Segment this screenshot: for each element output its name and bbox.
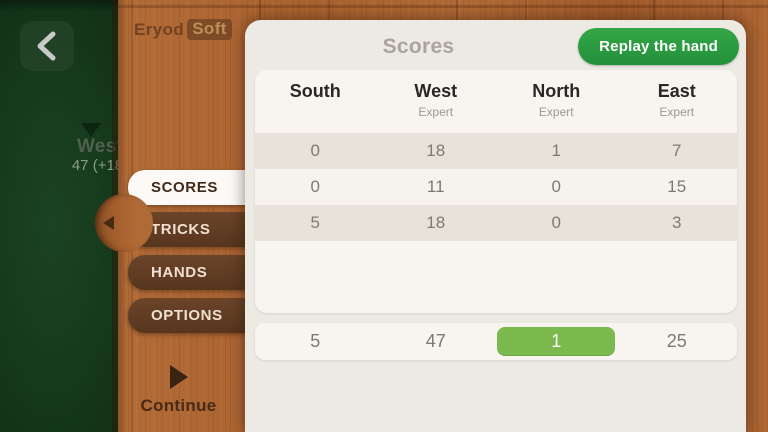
- continue-label: Continue: [140, 396, 217, 415]
- scores-table: South West Expert North Expert East Expe…: [255, 70, 737, 313]
- player-score: 47 (+18): [71, 157, 118, 174]
- panel-handle[interactable]: [95, 194, 153, 252]
- panel-title: Scores: [382, 35, 455, 58]
- total-west: 47: [425, 331, 446, 351]
- back-icon: [37, 31, 56, 61]
- tab-options-label: OPTIONS: [151, 307, 223, 324]
- player-name: West: [76, 136, 118, 157]
- logo-text-right: Soft: [187, 19, 232, 40]
- score-row-1: 0 18 1 7: [255, 133, 737, 169]
- column-header-east: East Expert: [657, 81, 696, 119]
- score-row-3: 5 18 0 3: [255, 205, 737, 241]
- column-header-south: South: [289, 81, 341, 101]
- total-south: 5: [310, 331, 321, 351]
- totals-row: 5 47 1 25: [255, 323, 737, 360]
- highlighted-total-badge: 1: [497, 327, 616, 356]
- replay-hand-button[interactable]: Replay the hand: [578, 28, 739, 65]
- logo-text-left: Eryod: [134, 19, 185, 39]
- tab-tricks-label: TRICKS: [151, 221, 211, 238]
- play-icon: [169, 365, 188, 389]
- tab-scores-label: SCORES: [151, 179, 218, 196]
- continue-button[interactable]: Continue: [130, 365, 227, 416]
- panel-header: Scores Replay the hand: [245, 20, 746, 70]
- collapse-panel-icon: [103, 216, 114, 230]
- tab-scores[interactable]: SCORES: [128, 170, 248, 205]
- turn-indicator-icon: [81, 123, 101, 137]
- column-header-west: West Expert: [414, 81, 458, 119]
- column-header-north: North Expert: [532, 81, 581, 119]
- tab-options[interactable]: OPTIONS: [128, 298, 248, 333]
- back-button[interactable]: [20, 21, 74, 71]
- total-north: 1: [496, 327, 617, 356]
- table-header-row: South West Expert North Expert East Expe…: [255, 70, 737, 133]
- app-logo: Eryod Soft: [134, 19, 232, 40]
- score-row-2: 0 11 0 15: [255, 169, 737, 205]
- tab-hands-label: HANDS: [151, 264, 208, 281]
- total-east: 25: [666, 331, 687, 351]
- tab-hands[interactable]: HANDS: [128, 255, 248, 290]
- scores-panel: Scores Replay the hand South West Expert…: [245, 20, 746, 432]
- game-table-area: West 47 (+18): [0, 0, 118, 432]
- wood-plank-seam: [0, 5, 768, 8]
